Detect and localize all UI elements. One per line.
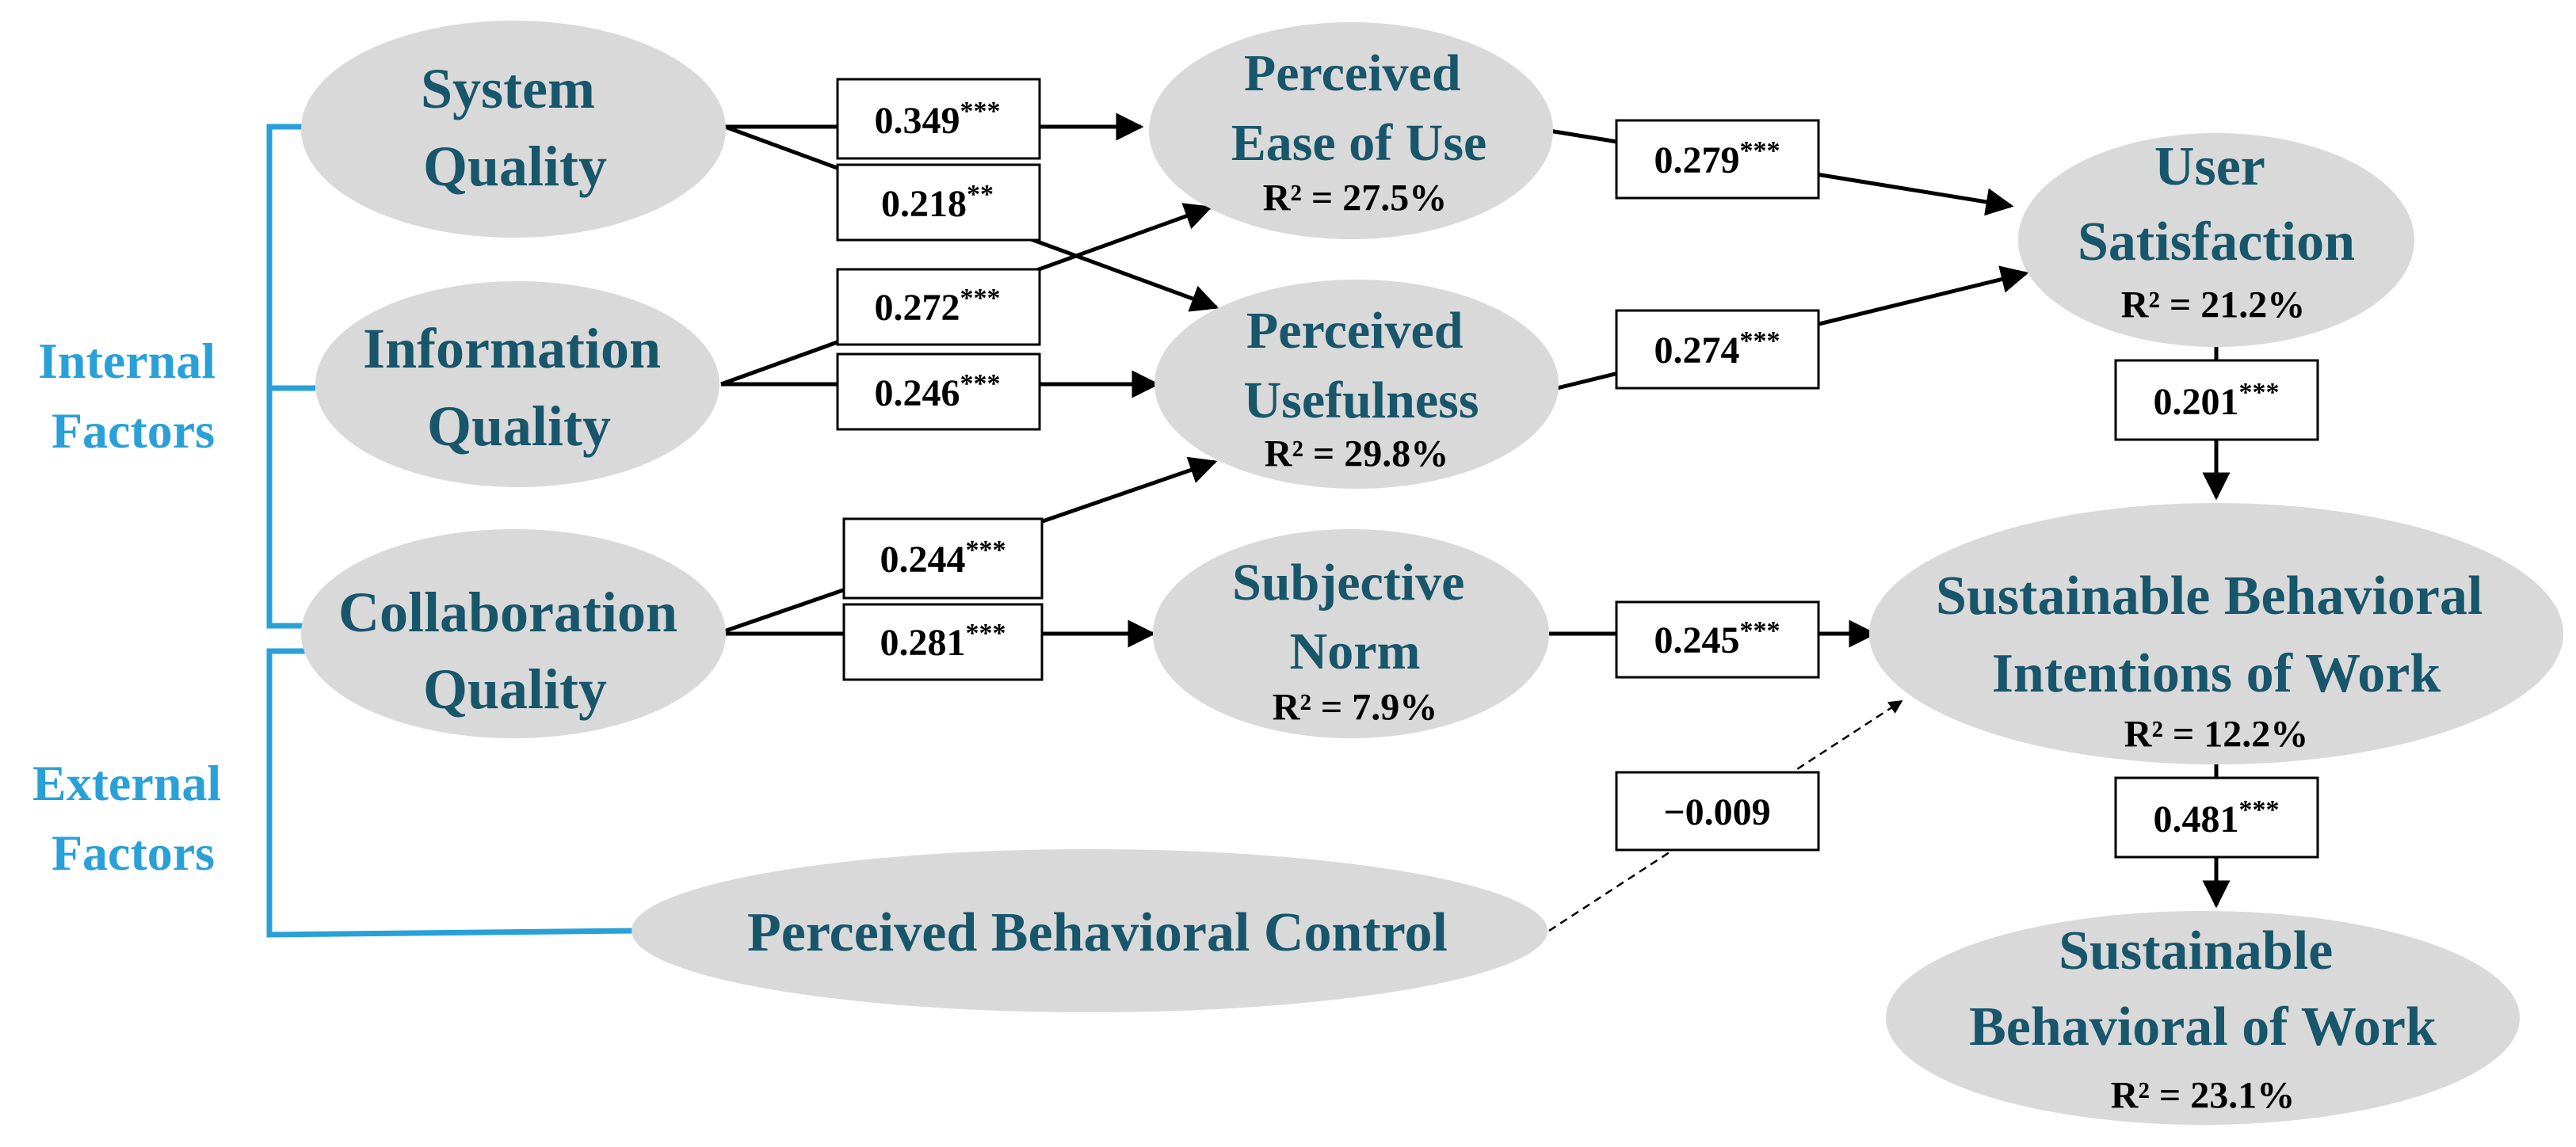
- coefficient-pbc-sbi: −0.009: [1663, 791, 1770, 833]
- coefficient-pu-us: 0.274***: [1654, 326, 1780, 372]
- node-perceived-ease-of-use: Perceived Ease of Use R² = 27.5%: [1149, 22, 1553, 239]
- information-quality-ellipse: [315, 281, 719, 487]
- node-subjective-norm: Subjective Norm R² = 7.9%: [1153, 529, 1549, 738]
- node-collaboration-quality: Collaboration Quality: [301, 529, 726, 738]
- perceived-behavioral-control-ellipse: [632, 849, 1548, 1012]
- coefficient-us-sbi: 0.201***: [2154, 378, 2280, 423]
- information-quality-label: Information Quality: [363, 317, 675, 458]
- perceived-usefulness-ellipse: [1154, 280, 1559, 489]
- perceived-usefulness-r2: R² = 29.8%: [1265, 433, 1448, 475]
- sbi-work-ellipse: [1869, 503, 2563, 764]
- coefficient-sq-pu: 0.218**: [881, 180, 994, 225]
- coefficient-box-pbc-sbi: −0.009: [1615, 771, 1820, 852]
- system-quality-ellipse: [301, 21, 726, 238]
- subjective-norm-r2: R² = 7.9%: [1273, 687, 1437, 729]
- system-quality-label: System Quality: [421, 57, 609, 198]
- coefficient-iq-peou: 0.272***: [875, 284, 1001, 329]
- sb-work-label: Sustainable Behavioral of Work: [1969, 920, 2437, 1057]
- internal-factors-label: Internal Factors: [38, 333, 228, 459]
- sb-work-r2: R² = 23.1%: [2111, 1075, 2295, 1117]
- node-user-satisfaction: User Satisfaction R² = 21.2%: [2018, 133, 2414, 347]
- coefficient-iq-pu: 0.246***: [875, 369, 1001, 414]
- coefficient-box-iq-pu: 0.246***: [836, 352, 1041, 431]
- coefficient-box-iq-peou: 0.272***: [836, 268, 1041, 346]
- coefficient-box-sq-peou: 0.349***: [836, 78, 1041, 160]
- coefficient-peou-us: 0.279***: [1654, 136, 1780, 181]
- perceived-ease-of-use-ellipse: [1149, 22, 1553, 239]
- coefficient-box-us-sbi: 0.201***: [2114, 359, 2319, 441]
- perceived-behavioral-control-label: Perceived Behavioral Control: [747, 902, 1448, 963]
- user-satisfaction-label: User Satisfaction: [2078, 136, 2355, 272]
- user-satisfaction-r2: R² = 21.2%: [2121, 284, 2305, 326]
- coefficient-box-peou-us: 0.279***: [1615, 119, 1820, 200]
- perceived-ease-of-use-label: Perceived Ease of Use: [1231, 44, 1487, 172]
- internal-factors-bracket: [266, 124, 305, 629]
- path-pbc-sbi: [1548, 699, 1903, 932]
- coefficient-cq-pu: 0.244***: [880, 535, 1006, 581]
- node-perceived-behavioral-control: Perceived Behavioral Control: [632, 849, 1548, 1012]
- subjective-norm-ellipse: [1153, 529, 1549, 738]
- coefficient-sbi-sb: 0.481***: [2154, 795, 2280, 840]
- node-information-quality: Information Quality: [315, 281, 719, 487]
- sbi-work-label: Sustainable Behavioral Intentions of Wor…: [1936, 566, 2497, 704]
- coefficient-box-cq-pu: 0.244***: [842, 517, 1044, 600]
- node-sustainable-behavioral-intentions: Sustainable Behavioral Intentions of Wor…: [1869, 503, 2563, 764]
- subjective-norm-label: Subjective Norm: [1232, 554, 1478, 680]
- sbi-work-r2: R² = 12.2%: [2124, 714, 2308, 756]
- user-satisfaction-ellipse: [2018, 133, 2414, 347]
- node-system-quality: System Quality: [301, 21, 726, 238]
- sb-work-ellipse: [1886, 911, 2520, 1125]
- coefficient-box-pu-us: 0.274***: [1615, 309, 1820, 390]
- external-factors-label: External Factors: [32, 755, 234, 881]
- coefficient-sn-sbi: 0.245***: [1654, 616, 1780, 661]
- node-sustainable-behavioral-of-work: Sustainable Behavioral of Work R² = 23.1…: [1886, 911, 2520, 1125]
- coefficient-box-sn-sbi: 0.245***: [1615, 600, 1820, 679]
- coefficient-box-sq-pu: 0.218**: [836, 163, 1041, 242]
- node-perceived-usefulness: Perceived Usefulness R² = 29.8%: [1154, 280, 1559, 489]
- coefficient-box-cq-sn: 0.281***: [842, 603, 1044, 681]
- perceived-ease-of-use-r2: R² = 27.5%: [1263, 177, 1447, 219]
- collaboration-quality-ellipse: [301, 529, 726, 738]
- external-factors-bracket: [266, 648, 635, 938]
- perceived-usefulness-label: Perceived Usefulness: [1243, 302, 1479, 429]
- coefficient-sq-peou: 0.349***: [875, 97, 1001, 142]
- collaboration-quality-label: Collaboration Quality: [338, 581, 692, 721]
- coefficient-box-sbi-sb: 0.481***: [2114, 776, 2319, 859]
- coefficient-cq-sn: 0.281***: [880, 619, 1006, 664]
